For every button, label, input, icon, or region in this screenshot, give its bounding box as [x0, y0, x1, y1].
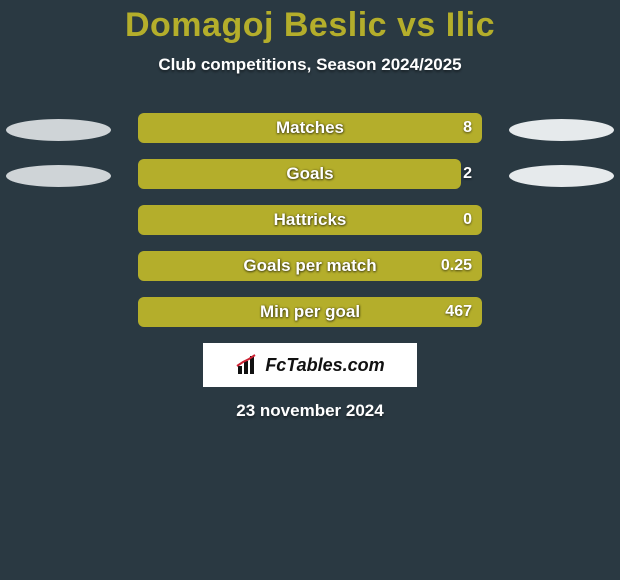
date-label: 23 november 2024 — [0, 401, 620, 421]
bar-track: Hattricks0 — [138, 205, 482, 235]
bar-track: Goals2 — [138, 159, 482, 189]
logo-text: FcTables.com — [265, 355, 384, 376]
bar-fill — [138, 113, 482, 143]
bar-fill — [138, 297, 482, 327]
bar-fill — [138, 205, 482, 235]
bar-chart-icon — [235, 354, 259, 376]
page-root: Domagoj Beslic vs Ilic Club competitions… — [0, 0, 620, 580]
page-title: Domagoj Beslic vs Ilic — [0, 0, 620, 45]
page-subtitle: Club competitions, Season 2024/2025 — [0, 55, 620, 75]
bar-fill — [138, 159, 461, 189]
stat-row: Hattricks0 — [0, 205, 620, 235]
bar-track: Min per goal467 — [138, 297, 482, 327]
stat-row: Goals per match0.25 — [0, 251, 620, 281]
stat-rows: Matches8 Goals2 Hattricks0 Goals per match0… — [0, 113, 620, 327]
fctables-logo[interactable]: FcTables.com — [203, 343, 417, 387]
left-ellipse — [6, 119, 111, 141]
stat-row: Matches8 — [0, 113, 620, 143]
stat-row: Min per goal467 — [0, 297, 620, 327]
bar-fill — [138, 251, 482, 281]
right-ellipse — [509, 165, 614, 187]
bar-track: Goals per match0.25 — [138, 251, 482, 281]
bar-value: 2 — [463, 159, 472, 189]
left-ellipse — [6, 165, 111, 187]
right-ellipse — [509, 119, 614, 141]
bar-track: Matches8 — [138, 113, 482, 143]
stat-row: Goals2 — [0, 159, 620, 189]
